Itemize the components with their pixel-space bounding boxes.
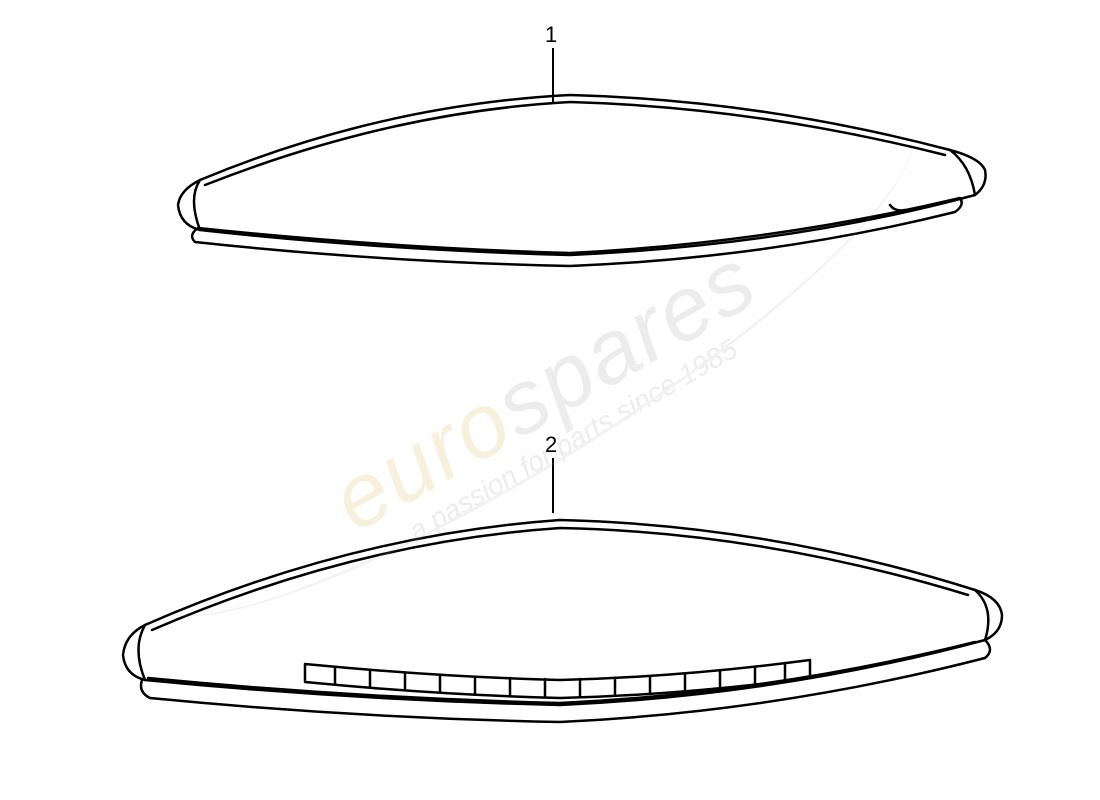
part-label-1: 1 [545,22,557,48]
part-drawing-2 [90,460,1030,750]
part-drawing-1 [130,50,1010,290]
part-label-2: 2 [545,432,557,458]
diagram-container: 1 2 [0,0,1100,800]
